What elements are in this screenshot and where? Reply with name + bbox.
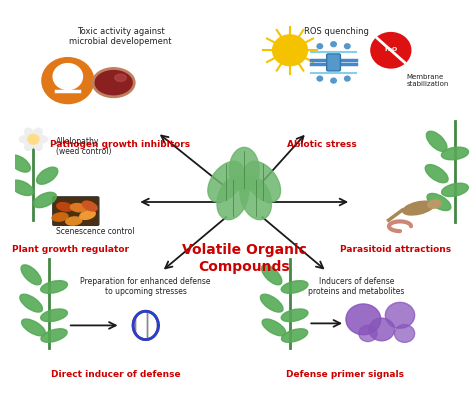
Ellipse shape <box>36 168 58 185</box>
Ellipse shape <box>33 129 42 139</box>
Text: Inducers of defense
proteins and metabolites: Inducers of defense proteins and metabol… <box>308 276 405 295</box>
Ellipse shape <box>260 294 283 312</box>
Text: Toxic activity against
microbial developement: Toxic activity against microbial develop… <box>69 27 172 46</box>
Circle shape <box>359 326 377 342</box>
Ellipse shape <box>115 75 126 82</box>
Text: Direct inducer of defense: Direct inducer of defense <box>51 369 181 379</box>
Ellipse shape <box>22 319 46 336</box>
Ellipse shape <box>21 265 41 285</box>
Text: Allelopathy
(weed control): Allelopathy (weed control) <box>56 137 112 156</box>
Ellipse shape <box>41 281 67 294</box>
Ellipse shape <box>10 181 34 196</box>
Circle shape <box>385 303 415 328</box>
Ellipse shape <box>33 141 42 151</box>
Text: Plant growth regulator: Plant growth regulator <box>11 245 128 254</box>
Circle shape <box>331 79 337 84</box>
FancyBboxPatch shape <box>327 55 340 72</box>
Circle shape <box>317 45 323 49</box>
Ellipse shape <box>41 309 67 322</box>
Text: Abiotic stress: Abiotic stress <box>287 139 357 149</box>
Ellipse shape <box>240 177 272 220</box>
Ellipse shape <box>403 202 434 215</box>
Ellipse shape <box>34 193 56 208</box>
Ellipse shape <box>262 319 286 336</box>
Text: Parasitoid attractions: Parasitoid attractions <box>340 245 451 254</box>
Ellipse shape <box>441 148 469 160</box>
Text: Scenescence control: Scenescence control <box>56 227 135 236</box>
Ellipse shape <box>245 162 281 202</box>
FancyBboxPatch shape <box>53 197 99 226</box>
Ellipse shape <box>427 132 447 152</box>
Circle shape <box>345 45 350 49</box>
Ellipse shape <box>82 202 98 211</box>
Ellipse shape <box>93 69 134 98</box>
Circle shape <box>346 304 381 335</box>
Circle shape <box>28 135 39 145</box>
Text: Preparation for enhanced defense
to upcoming stresses: Preparation for enhanced defense to upco… <box>81 276 211 295</box>
Ellipse shape <box>229 148 259 192</box>
Ellipse shape <box>80 211 95 220</box>
Ellipse shape <box>71 204 86 212</box>
Circle shape <box>317 77 323 82</box>
Text: Volatile Organic
Compounds: Volatile Organic Compounds <box>182 243 307 273</box>
Circle shape <box>394 325 415 343</box>
Ellipse shape <box>19 136 31 143</box>
Circle shape <box>43 59 93 104</box>
Ellipse shape <box>66 217 82 226</box>
Ellipse shape <box>262 265 282 285</box>
Ellipse shape <box>36 136 47 143</box>
Circle shape <box>372 34 410 68</box>
Ellipse shape <box>9 156 30 173</box>
Circle shape <box>331 43 337 47</box>
Ellipse shape <box>20 294 43 312</box>
Ellipse shape <box>281 281 308 294</box>
Ellipse shape <box>52 213 68 222</box>
Ellipse shape <box>217 177 248 220</box>
Ellipse shape <box>281 309 308 322</box>
Circle shape <box>369 318 394 341</box>
Ellipse shape <box>427 194 451 211</box>
Ellipse shape <box>25 129 34 139</box>
Circle shape <box>53 64 82 90</box>
Text: Membrane
stabilization: Membrane stabilization <box>407 73 449 86</box>
Text: Pathogen growth inhibitors: Pathogen growth inhibitors <box>50 139 191 149</box>
Ellipse shape <box>425 165 448 183</box>
Ellipse shape <box>442 184 468 197</box>
Ellipse shape <box>57 203 73 212</box>
Ellipse shape <box>25 141 34 151</box>
Ellipse shape <box>41 329 67 342</box>
Text: ☠: ☠ <box>59 70 77 89</box>
Ellipse shape <box>428 200 441 209</box>
Text: Defense primer signals: Defense primer signals <box>286 369 404 379</box>
Circle shape <box>345 77 350 82</box>
Text: ROS quenching: ROS quenching <box>304 27 369 36</box>
Ellipse shape <box>208 162 244 202</box>
Text: H₂O: H₂O <box>384 47 398 51</box>
Circle shape <box>273 36 308 66</box>
Ellipse shape <box>282 329 308 342</box>
